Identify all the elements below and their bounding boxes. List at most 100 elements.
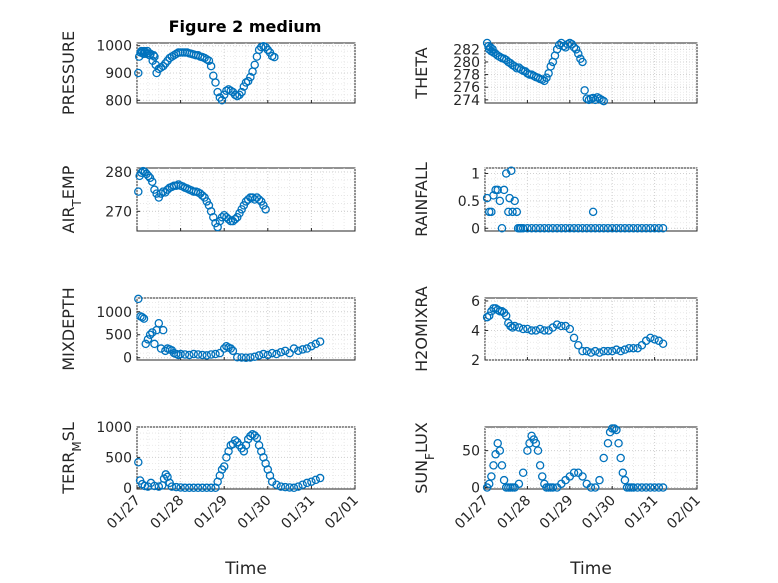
rainfall-data-point (523, 224, 532, 233)
sunflux-data-point (633, 483, 642, 492)
terrmsl-data-point (280, 482, 290, 492)
sunflux-data-point (535, 461, 545, 470)
mixdepth-data-point (143, 335, 153, 344)
terrmsl-data-point (250, 431, 259, 440)
sunflux-data-point (586, 483, 596, 492)
terrmsl-data-point (176, 483, 185, 492)
h2omixra-data-point (650, 335, 659, 344)
mixdepth-data-point (241, 353, 251, 362)
sunflux-data-point (658, 483, 668, 492)
mixdepth-data-point (139, 314, 149, 323)
sunflux-data-point (599, 453, 608, 463)
pressure-data-point (270, 52, 279, 62)
airtemp-data-point (148, 177, 157, 187)
pressure-data-point (243, 76, 253, 86)
terrmsl-data-point (185, 483, 194, 493)
h2omixra-data-point (569, 333, 579, 343)
terrmsl-xtick-label: 02/01 (322, 493, 362, 533)
rainfall-data-point (552, 224, 562, 233)
rainfall-data-point (565, 224, 575, 233)
theta-data-point (588, 93, 598, 103)
h2omixra-data-point (557, 321, 566, 331)
mixdepth-data-point (219, 344, 229, 353)
terrmsl-xtick-label: 01/27 (104, 493, 144, 533)
rainfall-data-point (616, 224, 625, 233)
h2omixra-data-point (535, 324, 545, 334)
sunflux-ytick-label: 0 (471, 481, 480, 497)
airtemp-data-point (134, 187, 143, 196)
sunflux-data-point (514, 479, 524, 489)
h2omixra-data-point (620, 345, 630, 354)
rainfall-ytick-label: 0.5 (458, 194, 480, 210)
theta-data-point (571, 45, 581, 54)
h2omixra-data-point (508, 323, 517, 332)
rainfall-data-point (578, 224, 587, 233)
theta-data-point (569, 43, 579, 52)
h2omixra-data-point (629, 343, 638, 353)
airtemp-data-point (163, 185, 172, 194)
rainfall-data-point (586, 224, 596, 233)
rainfall-data-point (512, 207, 522, 217)
terrmsl-data-point (272, 480, 281, 489)
terrmsl-ytick-label: 0 (123, 481, 132, 497)
theta-ytick-label: 276 (453, 80, 480, 96)
airtemp-data-point (156, 189, 166, 198)
terrmsl-data-point (134, 458, 143, 467)
rainfall-data-point (540, 224, 549, 233)
terrmsl-data-point (193, 483, 203, 493)
terrmsl-data-point (171, 482, 181, 492)
sunflux-xtick-label: 01/27 (452, 493, 492, 533)
sunflux-data-point (595, 475, 604, 485)
pressure-data-point (167, 52, 177, 61)
rainfall-data-point (535, 224, 545, 233)
rainfall-data-point (507, 166, 516, 175)
terrmsl-markers (134, 430, 325, 493)
mixdepth-data-point (176, 349, 185, 359)
sunflux-data-point (612, 425, 621, 435)
h2omixra-data-point (646, 333, 655, 343)
sunflux-data-point (499, 475, 509, 485)
terrmsl-xlabel: Time (224, 559, 267, 579)
sunflux-data-point (618, 468, 628, 478)
terrmsl-xtick-label: 01/29 (191, 493, 231, 533)
airtemp-data-point (254, 195, 264, 204)
sunflux-data-point (650, 483, 659, 492)
h2omixra-data-point (510, 321, 519, 331)
terrmsl-data-point (189, 483, 198, 493)
h2omixra-data-point (540, 326, 549, 335)
airtemp-markers (134, 166, 270, 232)
sunflux-data-point (637, 483, 647, 492)
pressure-ytick-label: 1000 (96, 39, 132, 55)
airtemp-data-point (261, 205, 270, 214)
h2omixra-data-point (565, 324, 575, 334)
airtemp-data-point (243, 195, 253, 204)
h2omixra-data-point (637, 340, 647, 350)
pressure-ylabel: PRESSURE (59, 31, 78, 115)
terrmsl-data-point (311, 475, 321, 485)
rainfall-data-point (493, 185, 502, 195)
airtemp-axes-frame (136, 167, 356, 232)
terrmsl-ytick-label: 1000 (96, 420, 132, 436)
sunflux-xtick-label: 01/30 (579, 493, 619, 533)
h2omixra-ytick-label: 6 (471, 294, 480, 310)
sunflux-data-point (578, 472, 587, 481)
rainfall-axes-frame (484, 167, 698, 232)
mixdepth-data-point (137, 313, 147, 322)
subplot-airtemp: 270 280 AIRTEMP (59, 165, 356, 233)
terrmsl-data-point (230, 436, 240, 445)
pressure-data-point (211, 78, 220, 87)
h2omixra-data-point (586, 348, 596, 357)
rainfall-data-point (646, 224, 655, 233)
sunflux-data-point (523, 446, 532, 455)
mixdepth-data-point (276, 347, 286, 357)
sunflux-ylabel: SUNFLUX (412, 422, 437, 494)
mixdepth-data-point (156, 344, 166, 353)
mixdepth-data-point (211, 349, 220, 359)
mixdepth-data-point (189, 349, 198, 359)
h2omixra-data-point (607, 346, 617, 356)
mixdepth-data-point (185, 350, 194, 360)
rainfall-data-point (637, 224, 647, 233)
subplot-rainfall: 0 0.5 1 RAINFALL (412, 162, 698, 237)
